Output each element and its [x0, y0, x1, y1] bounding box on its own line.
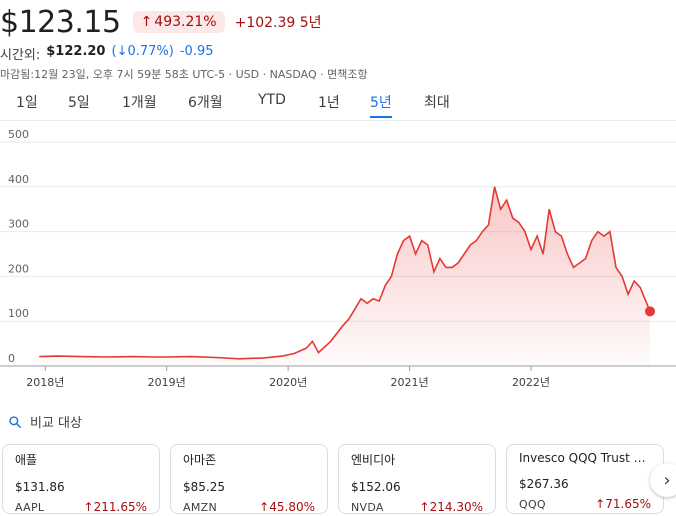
after-hours-percent-value: 0.77%	[127, 44, 169, 59]
card-name: 엔비디아	[351, 453, 396, 467]
tab-5d[interactable]: 5일	[68, 95, 90, 111]
x-tick-label: 2022년	[512, 376, 550, 389]
arrow-up-icon: ↑	[595, 497, 606, 511]
next-cards-button[interactable]: ›	[650, 463, 676, 497]
card-price: $131.86	[15, 480, 65, 494]
price-line	[39, 186, 651, 360]
arrow-up-icon: ↑	[419, 500, 430, 514]
y-tick-label: 500	[8, 128, 29, 141]
tab-6m[interactable]: 6개월	[188, 95, 223, 111]
card-price: $267.36	[519, 477, 569, 491]
card-percent-value: 71.65%	[605, 497, 651, 511]
card-percent-value: 214.30%	[429, 500, 483, 514]
after-hours-change: -0.95	[179, 44, 214, 59]
compare-label: 비교 대상	[30, 416, 82, 431]
card-percent: ↑214.30%	[420, 500, 483, 514]
change-percent: 493.21%	[154, 14, 217, 30]
x-tick-label: 2020년	[269, 376, 307, 389]
y-tick-label: 0	[8, 352, 15, 365]
arrow-up-icon: ↑	[259, 500, 270, 514]
after-hours-row: 시간외: $122.20 (↓0.77%) -0.95	[0, 44, 214, 63]
compare-header[interactable]: 비교 대상	[8, 412, 82, 431]
card-price: $85.25	[183, 480, 225, 494]
card-percent: ↑45.80%	[259, 500, 315, 514]
chevron-right-icon: ›	[663, 469, 671, 491]
change-period: 5년	[299, 15, 322, 31]
compare-cards: 애플 $131.86 AAPL ↑211.65% 아마존 $85.25 AMZN…	[0, 444, 676, 516]
last-price-dot	[645, 306, 655, 317]
card-percent-value: 45.80%	[269, 500, 315, 514]
after-hours-label: 시간외:	[0, 48, 41, 63]
card-percent-value: 211.65%	[93, 500, 147, 514]
card-ticker: QQQ	[519, 497, 546, 511]
compare-card-amzn[interactable]: 아마존 $85.25 AMZN ↑45.80%	[170, 444, 328, 514]
tab-1m[interactable]: 1개월	[122, 95, 157, 111]
arrow-up-icon: ↑	[83, 500, 94, 514]
tab-1d[interactable]: 1일	[16, 95, 38, 111]
compare-card-nvda[interactable]: 엔비디아 $152.06 NVDA ↑214.30%	[338, 444, 496, 514]
card-name: 아마존	[183, 453, 217, 467]
tabs-divider	[0, 120, 676, 121]
price-header: $123.15 ↑ 493.21% +102.39 5년	[0, 2, 322, 42]
compare-card-aapl[interactable]: 애플 $131.86 AAPL ↑211.65%	[2, 444, 160, 514]
price-area	[39, 186, 650, 366]
market-meta: 마감됨:12월 23일, 오후 7시 59분 58초 UTC-5 · USD ·…	[0, 68, 368, 81]
y-tick-label: 300	[8, 218, 29, 231]
range-tabs: 1일 5일 1개월 6개월 YTD 1년 5년 최대	[0, 88, 676, 118]
card-percent: ↑211.65%	[84, 500, 147, 514]
tab-1y[interactable]: 1년	[318, 95, 340, 111]
search-icon	[9, 415, 21, 428]
compare-card-qqq[interactable]: Invesco QQQ Trust Series 1 $267.36 QQQ ↑…	[506, 444, 664, 514]
after-hours-price: $122.20	[46, 44, 106, 59]
y-tick-label: 100	[8, 307, 29, 320]
card-name: 애플	[15, 453, 38, 467]
card-name: Invesco QQQ Trust Series 1	[519, 451, 651, 465]
change-absolute: +102.39 5년	[235, 12, 322, 32]
change-percent-badge: ↑ 493.21%	[132, 11, 225, 33]
current-price: $123.15	[0, 4, 121, 40]
after-hours-percent: (↓0.77%)	[111, 44, 174, 59]
y-tick-label: 200	[8, 262, 29, 275]
x-tick-label: 2021년	[391, 376, 429, 389]
y-tick-label: 400	[8, 173, 29, 186]
card-percent: ↑71.65%	[595, 497, 651, 511]
price-chart[interactable]: 500 400 300 200 100 0 2018년 2019년 2020년 2021년 202…	[0, 125, 676, 395]
arrow-down-icon: ↓	[116, 44, 128, 59]
card-price: $152.06	[351, 480, 401, 494]
arrow-up-icon: ↑	[140, 14, 153, 30]
x-tick-label: 2018년	[26, 376, 64, 389]
card-ticker: AAPL	[15, 500, 45, 514]
change-absolute-value: +102.39	[234, 15, 296, 31]
tab-5y[interactable]: 5년	[370, 92, 392, 118]
tab-ytd[interactable]: YTD	[258, 92, 286, 108]
card-ticker: NVDA	[351, 500, 384, 514]
tab-max[interactable]: 최대	[424, 95, 450, 111]
card-ticker: AMZN	[183, 500, 217, 514]
x-tick-label: 2019년	[148, 376, 186, 389]
